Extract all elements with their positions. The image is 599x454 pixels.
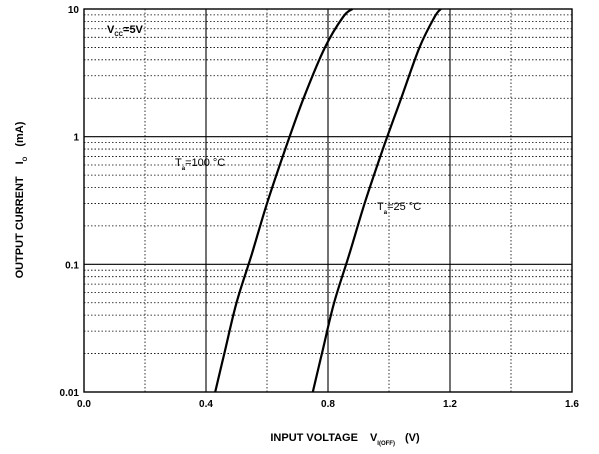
series-label-25c: Ta=25 °C [377,201,421,216]
minor-gridlines [84,9,572,392]
x-tick-label: 0.8 [321,399,335,410]
y-tick-label: 1 [73,133,79,144]
x-tick-label: 0.4 [199,399,213,410]
y-tick-label: 0.1 [65,260,79,271]
series-label-100c: Ta=100 °C [175,157,225,172]
x-tick-label: 1.6 [565,399,579,410]
series-line-0 [214,8,354,393]
major-gridlines [84,9,572,392]
series-line-1 [311,8,442,393]
condition-label: VCC=5V [107,24,144,38]
tick-labels: 0.0 0.4 0.8 1.2 1.6 10 1 0.1 0.01 [60,5,580,410]
plot-frame [83,8,573,393]
x-axis-title: INPUT VOLTAGE VI(OFF) (V) [270,432,420,447]
y-tick-label: 0.01 [60,388,80,399]
y-tick-label: 10 [68,5,80,16]
y-axis-title: OUTPUT CURRENTIO(mA) [14,121,29,278]
x-tick-label: 1.2 [443,399,457,410]
series-layer [214,8,442,393]
x-tick-label: 0.0 [77,399,91,410]
